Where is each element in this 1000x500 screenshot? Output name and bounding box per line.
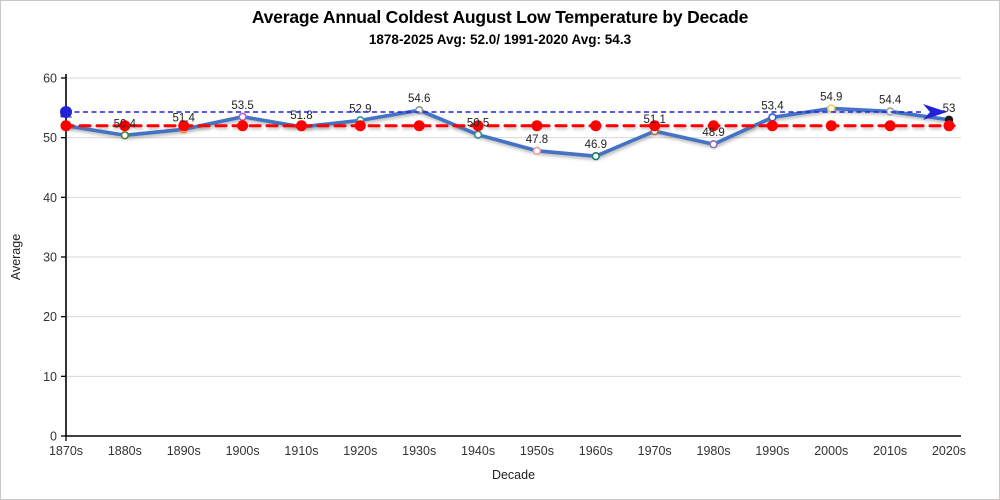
y-tick-label: 40 xyxy=(43,191,57,205)
x-tick-label: 1950s xyxy=(520,444,554,458)
avg-line-red-dot xyxy=(178,120,190,132)
x-tick-label: 1880s xyxy=(108,444,142,458)
avg-line-red-dot xyxy=(649,120,661,132)
data-label: 50.5 xyxy=(467,118,489,130)
data-label: 53.5 xyxy=(231,100,253,112)
data-label: 51.4 xyxy=(173,112,196,124)
avg-line-red-dot xyxy=(60,120,72,132)
x-tick-label: 1870s xyxy=(49,444,83,458)
avg-line-red-dot xyxy=(708,120,720,132)
data-label: 50.4 xyxy=(114,118,137,130)
avg-line-red-dot xyxy=(354,120,366,132)
x-axis-title: Decade xyxy=(492,468,535,482)
y-tick-label: 20 xyxy=(43,310,57,324)
x-tick-label: 1900s xyxy=(226,444,260,458)
data-point-marker xyxy=(238,112,247,121)
data-label: 48.9 xyxy=(702,127,724,139)
data-label: 54.6 xyxy=(408,93,430,105)
avg-line-red-dot xyxy=(413,120,425,132)
x-tick-label: 2020s xyxy=(932,444,966,458)
chart-title: Average Annual Coldest August Low Temper… xyxy=(251,7,749,27)
data-point-marker xyxy=(591,151,600,161)
chart-subtitle: 1878-2025 Avg: 52.0/ 1991-2020 Avg: 54.3 xyxy=(368,32,632,47)
data-point-marker xyxy=(532,146,542,155)
data-label: 54.9 xyxy=(820,91,842,103)
series-line xyxy=(64,106,951,158)
data-label: 52.9 xyxy=(349,103,371,115)
data-label: 51.1 xyxy=(643,114,665,126)
data-label: 46.9 xyxy=(585,139,607,151)
data-label: 47.8 xyxy=(526,134,548,146)
x-tick-label: 1960s xyxy=(579,444,613,458)
avg-line-red-dot xyxy=(943,120,955,132)
x-tick-label: 1890s xyxy=(167,444,201,458)
y-tick-label: 10 xyxy=(43,370,57,384)
avg-line-red-dot xyxy=(766,120,778,132)
y-tick-label: 50 xyxy=(43,131,57,145)
data-point-marker xyxy=(709,140,718,149)
avg-line-red-dot xyxy=(472,120,484,132)
x-tick-label: 1990s xyxy=(755,444,789,458)
x-tick-label: 1920s xyxy=(343,444,377,458)
avg-line-blue-start-marker xyxy=(60,106,72,119)
avg-line-red-dot xyxy=(531,120,543,132)
x-tick-label: 2010s xyxy=(873,444,907,458)
y-axis-title: Average xyxy=(9,234,23,280)
avg-line-red-dot xyxy=(295,120,307,132)
data-point-marker xyxy=(473,130,483,139)
x-tick-label: 1980s xyxy=(697,444,731,458)
data-label: 53 xyxy=(943,103,956,115)
x-tick-label: 2000s xyxy=(814,444,848,458)
data-point-marker xyxy=(120,131,130,140)
avg-line-red-dot xyxy=(237,120,249,132)
avg-line-red-dot xyxy=(119,120,131,132)
y-tick-label: 60 xyxy=(43,72,57,86)
data-point-marker xyxy=(827,104,836,113)
avg-line-red-dot xyxy=(884,120,896,132)
avg-line-red-dot xyxy=(590,120,602,132)
y-tick-label: 30 xyxy=(43,251,57,265)
x-tick-label: 1970s xyxy=(638,444,672,458)
x-tick-label: 1930s xyxy=(402,444,436,458)
data-label: 51.8 xyxy=(290,110,312,122)
x-tick-label: 1940s xyxy=(461,444,495,458)
data-point-marker xyxy=(768,113,777,122)
y-tick-label: 0 xyxy=(50,430,57,444)
data-label: 53.4 xyxy=(761,100,784,112)
x-tick-label: 1910s xyxy=(284,444,318,458)
avg-line-blue-arrow xyxy=(923,104,947,121)
data-label: 54.4 xyxy=(879,94,902,106)
avg-line-red-dot xyxy=(825,120,837,132)
